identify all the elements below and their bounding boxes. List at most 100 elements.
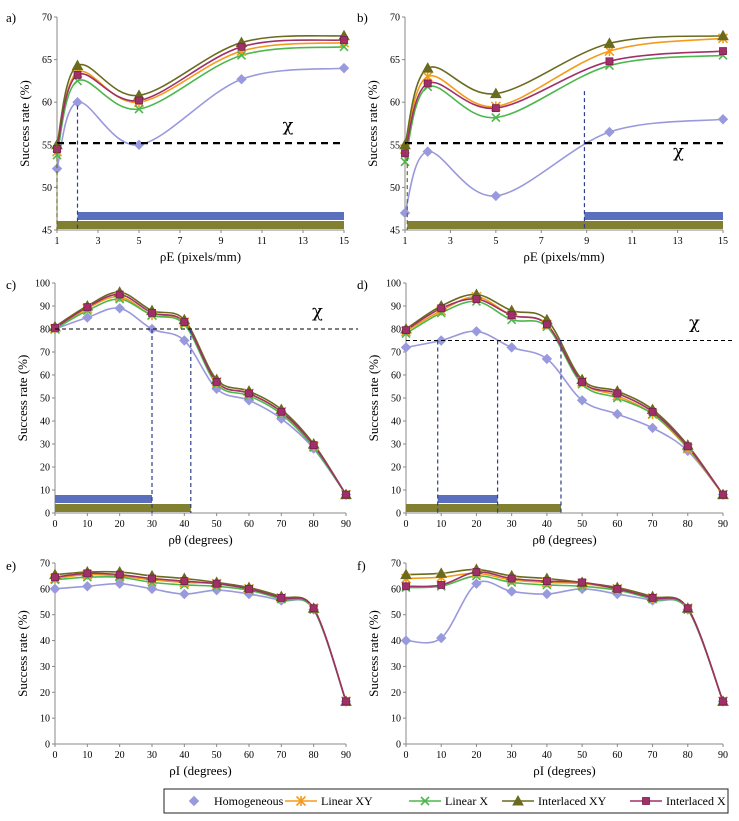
x-tick-label: 80 xyxy=(309,750,319,761)
chart-panel-e: e) 0 10 20 30 40 50 60 70 0 10 20 30 40 50 60 70 80 90 Succ… xyxy=(6,558,352,778)
range-bar-olive xyxy=(406,504,561,512)
data-point xyxy=(506,586,517,597)
y-tick-label: 50 xyxy=(40,610,50,621)
series-line-interlaced-x xyxy=(56,39,345,150)
y-tick-label: 20 xyxy=(40,688,50,699)
x-tick-label: 20 xyxy=(471,750,481,761)
data-point xyxy=(436,632,447,644)
series-line-interlaced-xy xyxy=(405,568,724,702)
y-tick-label: 30 xyxy=(40,662,50,673)
y-tick-label: 70 xyxy=(391,559,401,570)
data-point xyxy=(719,490,727,499)
legend-label: Interlaced XY xyxy=(538,794,607,808)
series-line-linear-xy xyxy=(54,573,347,702)
legend-marker xyxy=(188,795,200,807)
panel-label: b) xyxy=(357,10,368,25)
range-bar-olive xyxy=(55,504,191,512)
data-point xyxy=(719,47,727,55)
y-axis-label: Success rate (%) xyxy=(15,355,30,442)
y-tick-label: 65 xyxy=(42,55,52,66)
y-tick-label: 70 xyxy=(391,348,401,359)
y-axis-label: Success rate (%) xyxy=(366,610,381,697)
y-tick-label: 80 xyxy=(40,325,50,336)
data-point xyxy=(134,104,144,114)
series-line-homogeneous xyxy=(405,330,724,496)
data-point xyxy=(423,79,432,88)
y-tick-label: 55 xyxy=(42,140,52,151)
x-axis-label: ρE (pixels/mm) xyxy=(523,249,604,264)
series-line-linear-x xyxy=(404,54,724,163)
legend-label: Linear X xyxy=(445,794,488,808)
y-tick-label: 10 xyxy=(391,714,401,725)
series-line-linear-x xyxy=(405,575,724,702)
panel-label: a) xyxy=(6,10,16,25)
data-point xyxy=(604,126,615,138)
data-point xyxy=(648,407,657,416)
data-point xyxy=(180,318,189,327)
x-tick-label: 30 xyxy=(147,750,157,761)
data-point xyxy=(683,442,692,451)
x-tick-label: 20 xyxy=(115,519,125,530)
y-tick-label: 60 xyxy=(391,584,401,595)
data-point xyxy=(148,574,156,583)
y-tick-label: 60 xyxy=(40,371,50,382)
x-tick-label: 70 xyxy=(648,519,658,530)
y-tick-label: 80 xyxy=(391,325,401,336)
series-line-interlaced-xy xyxy=(404,34,724,146)
data-point xyxy=(613,389,622,398)
y-tick-label: 0 xyxy=(396,740,401,751)
data-point xyxy=(51,573,59,582)
y-tick-label: 50 xyxy=(391,610,401,621)
legend-item-linear-xy: Linear XY xyxy=(285,794,373,808)
legend-item-homogeneous: Homogeneous xyxy=(188,794,284,808)
y-tick-label: 60 xyxy=(391,371,401,382)
data-point xyxy=(471,578,482,589)
series-line-linear-x xyxy=(405,300,724,496)
x-tick-label: 5 xyxy=(493,236,498,247)
series-line-linear-xy xyxy=(404,37,724,150)
y-tick-label: 30 xyxy=(391,662,401,673)
y-tick-label: 10 xyxy=(391,486,401,497)
range-bar-blue xyxy=(77,212,344,220)
series-line-interlaced-x xyxy=(54,293,347,496)
data-point xyxy=(507,574,516,583)
threshold-label: χ xyxy=(689,313,700,334)
y-tick-label: 0 xyxy=(45,740,50,751)
y-tick-label: 55 xyxy=(390,140,400,151)
x-tick-label: 60 xyxy=(244,519,254,530)
y-axis-label: Success rate (%) xyxy=(15,610,30,697)
legend-label: Linear XY xyxy=(321,794,373,808)
series-line-interlaced-x xyxy=(54,572,347,702)
y-tick-label: 60 xyxy=(40,584,50,595)
legend-item-interlaced-xy: Interlaced XY xyxy=(502,794,607,808)
data-point xyxy=(542,320,551,329)
y-tick-label: 10 xyxy=(40,714,50,725)
series-line-interlaced-x xyxy=(404,50,724,154)
x-tick-label: 50 xyxy=(212,519,222,530)
y-tick-label: 30 xyxy=(40,440,50,451)
x-tick-label: 13 xyxy=(298,236,308,247)
x-tick-label: 40 xyxy=(179,750,189,761)
y-tick-label: 50 xyxy=(42,183,52,194)
series-line-linear-xy xyxy=(56,41,345,152)
x-axis-label: ρI (degrees) xyxy=(169,763,231,778)
range-bar-blue xyxy=(584,212,723,220)
x-tick-label: 0 xyxy=(53,519,58,530)
series-line-interlaced-xy xyxy=(54,291,347,496)
range-bar-olive xyxy=(57,221,344,229)
x-tick-label: 40 xyxy=(542,519,552,530)
y-tick-label: 60 xyxy=(42,98,52,109)
series-line-interlaced-xy xyxy=(405,293,724,496)
x-tick-label: 70 xyxy=(276,519,286,530)
x-tick-label: 80 xyxy=(683,519,693,530)
y-tick-label: 70 xyxy=(42,13,52,24)
data-point xyxy=(212,579,221,588)
x-tick-label: 10 xyxy=(436,750,446,761)
data-point xyxy=(71,59,84,71)
data-point xyxy=(576,395,588,406)
data-point xyxy=(437,581,446,589)
y-tick-label: 50 xyxy=(391,394,401,405)
x-tick-label: 30 xyxy=(507,750,517,761)
x-tick-label: 11 xyxy=(627,236,637,247)
